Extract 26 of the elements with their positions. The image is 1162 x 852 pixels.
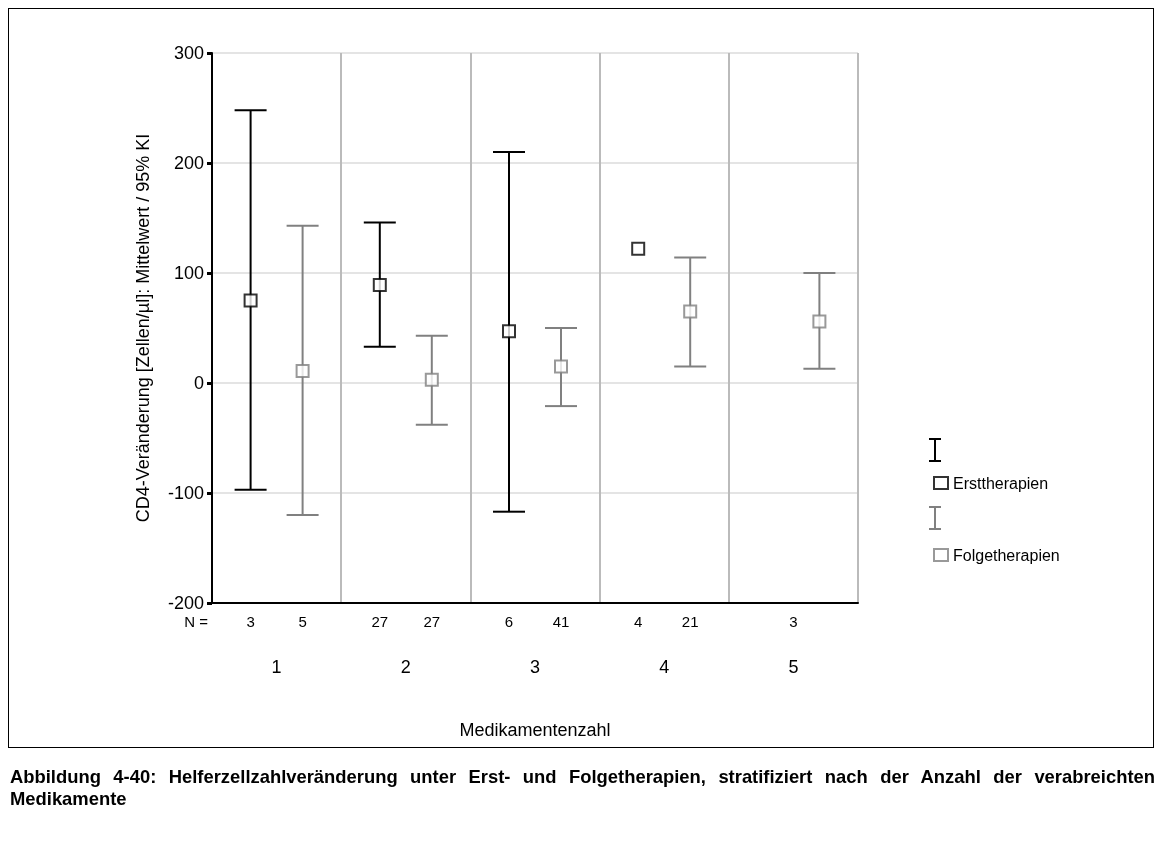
y-axis-title: CD4-Veränderung [Zellen/µl]: Mittelwert / 95% KI bbox=[133, 133, 153, 523]
x-tick-label: 4 bbox=[659, 657, 670, 677]
x-tick-label: 2 bbox=[400, 657, 411, 677]
text: 6 bbox=[504, 612, 514, 630]
text: 3 bbox=[246, 612, 255, 630]
text: 3 bbox=[789, 612, 798, 630]
y-tick-label: 300 bbox=[173, 43, 204, 63]
x-tick-label: 5 bbox=[788, 657, 799, 677]
x-axis-title: Medikamentenzahl bbox=[459, 720, 611, 740]
text: 41 bbox=[552, 612, 570, 630]
x-tick-label: 3 bbox=[529, 657, 541, 677]
text: Abbildung 4-40: Helferzellzahlveränderung unter Erst- und Folgetherapien, stratifiziert nach der Anzahl der verabreichten Medikamente bbox=[10, 766, 1155, 810]
y-tick-label: -100 bbox=[167, 483, 204, 503]
text: 4 bbox=[634, 612, 643, 630]
text: 5 bbox=[298, 612, 307, 630]
text: N = bbox=[184, 612, 209, 630]
y-tick-label: 0 bbox=[193, 373, 204, 393]
text: 27 bbox=[423, 612, 441, 630]
x-tick-label: 1 bbox=[271, 657, 282, 677]
legend-label: Ersttherapien bbox=[953, 474, 1049, 492]
text: 21 bbox=[681, 612, 699, 630]
y-tick-label: -200 bbox=[167, 593, 204, 613]
y-tick-label: 100 bbox=[173, 263, 204, 283]
text: 27 bbox=[371, 612, 389, 630]
legend-label: Folgetherapien bbox=[953, 546, 1060, 564]
y-tick-label: 200 bbox=[173, 153, 204, 173]
